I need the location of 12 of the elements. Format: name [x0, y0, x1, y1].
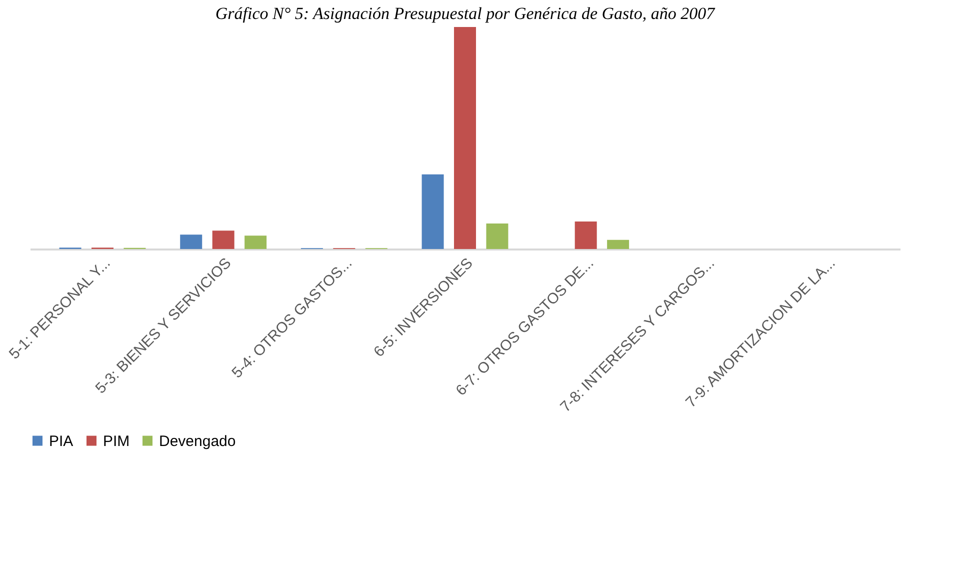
chart-title: Gráfico N° 5: Asignación Presupuestal por Genérica de Gasto, año 2007	[215, 4, 716, 23]
bar	[422, 174, 444, 249]
legend-label: PIA	[49, 432, 74, 450]
bar	[486, 223, 508, 249]
bar	[607, 240, 630, 249]
bar	[180, 234, 202, 249]
bar	[574, 221, 597, 249]
bar	[454, 27, 476, 249]
bar	[212, 230, 234, 249]
legend-label: Devengado	[159, 432, 236, 450]
legend-label: PIM	[103, 432, 130, 450]
bar	[244, 236, 267, 249]
